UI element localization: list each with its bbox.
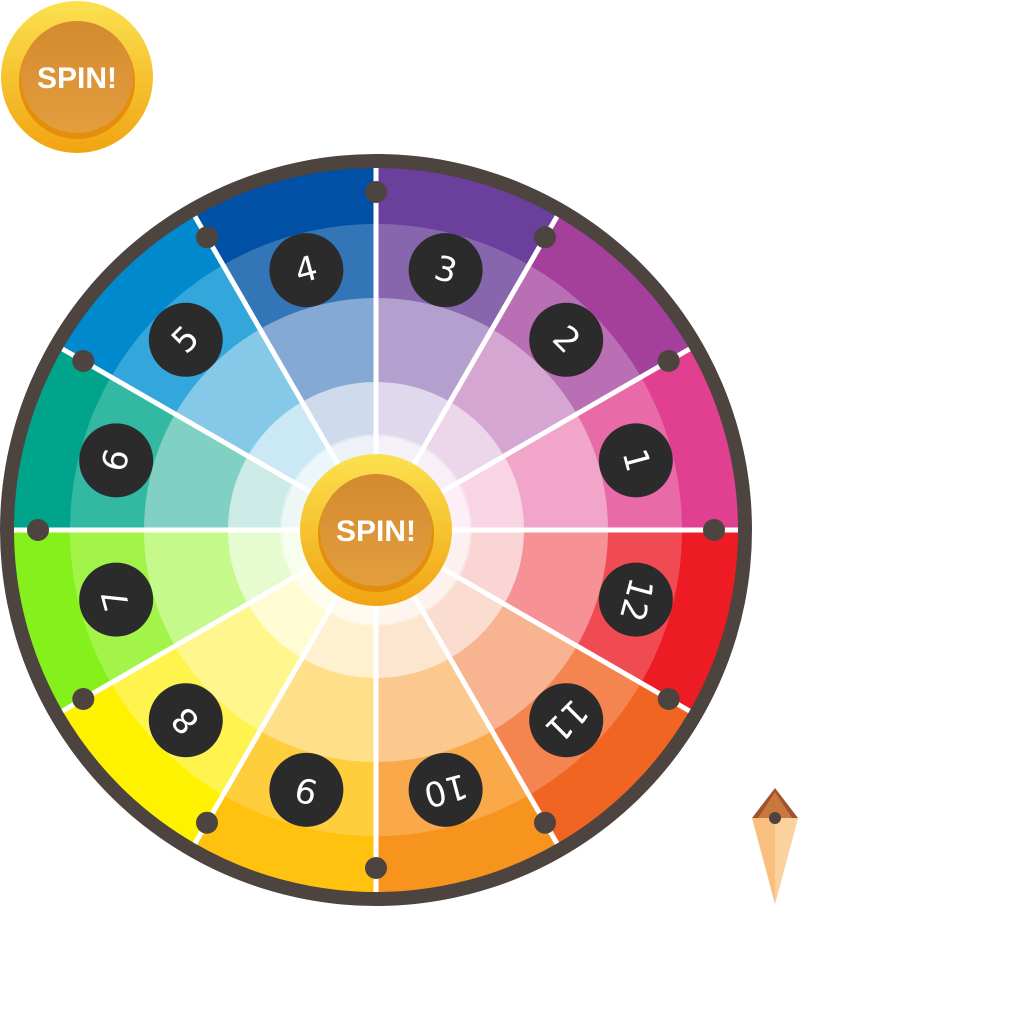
wheel-dividers (14, 168, 738, 892)
divider-line (435, 562, 691, 714)
wheel-pegs (27, 181, 725, 879)
number-badge-1: 1 (598, 423, 673, 498)
number-badge-12: 12 (598, 562, 673, 637)
divider-line (435, 346, 691, 498)
rim-peg (72, 350, 95, 372)
divider-line (192, 215, 344, 471)
rim-peg (657, 350, 680, 372)
pointer-pivot-icon (769, 812, 781, 824)
number-badge-6: 6 (79, 423, 154, 498)
divider-line (408, 589, 560, 845)
wheel-spin-button[interactable]: SPIN! (282, 436, 470, 624)
spin-button-label: SPIN! (37, 62, 117, 95)
rim-peg (657, 688, 680, 710)
number-badge-7: 7 (79, 562, 154, 637)
divider-line (61, 562, 317, 714)
number-badge-9: 9 (269, 752, 344, 827)
divider-line (192, 589, 344, 845)
divider-line (408, 215, 560, 471)
rim-peg (72, 688, 95, 710)
rim-peg (365, 857, 387, 879)
rim-peg (534, 226, 556, 249)
spin-button[interactable]: SPIN! (0, 0, 154, 154)
rim-peg (534, 811, 556, 834)
wheel-segment-4 (195, 168, 376, 530)
rim-peg (196, 811, 218, 834)
rim-peg (703, 519, 725, 541)
number-badge-10: 10 (408, 752, 483, 827)
rim-peg (196, 226, 218, 249)
number-badge-5: 5 (148, 302, 223, 377)
divider-line (61, 346, 317, 498)
wheel-pointer[interactable] (748, 784, 802, 908)
number-badge-2: 2 (529, 302, 604, 377)
number-badge-11: 11 (529, 683, 604, 758)
rim-peg (27, 519, 49, 541)
number-badge-4: 4 (269, 233, 344, 308)
rim-peg (365, 181, 387, 203)
number-badge-3: 3 (408, 233, 483, 308)
wheel-spin-button-label: SPIN! (336, 515, 416, 548)
number-badge-8: 8 (148, 683, 223, 758)
